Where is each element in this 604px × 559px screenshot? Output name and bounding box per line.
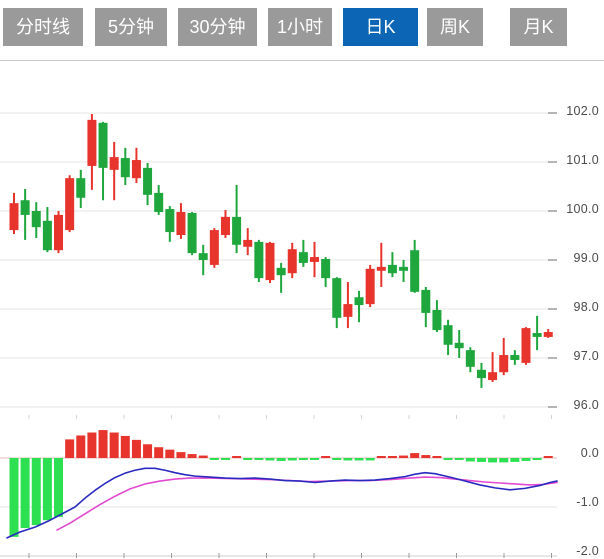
price-axis-label: 102.0 <box>566 104 599 118</box>
tab-30min[interactable]: 30分钟 <box>178 8 257 46</box>
price-axis-label: 97.0 <box>573 349 599 363</box>
macd-axis-label: -2.0 <box>576 544 599 558</box>
price-axis-label: 101.0 <box>566 153 599 167</box>
price-axis-label: 98.0 <box>573 300 599 314</box>
tab-daily-k[interactable]: 日K <box>343 8 418 46</box>
tab-1hour[interactable]: 1小时 <box>268 8 332 46</box>
macd-axis-label: 0.0 <box>580 446 599 460</box>
price-axis-label: 99.0 <box>573 251 599 265</box>
price-axis-label: 96.0 <box>573 398 599 412</box>
price-axis-label: 100.0 <box>566 202 599 216</box>
tab-weekly-k[interactable]: 周K <box>427 8 483 46</box>
tabbar-divider <box>0 60 604 61</box>
tab-timeline[interactable]: 分时线 <box>3 8 83 46</box>
period-tabbar: 分时线 5分钟 30分钟 1小时 日K 周K 月K <box>0 0 604 60</box>
tab-5min[interactable]: 5分钟 <box>95 8 167 46</box>
tab-monthly-k[interactable]: 月K <box>510 8 567 46</box>
macd-axis-label: -1.0 <box>576 495 599 509</box>
